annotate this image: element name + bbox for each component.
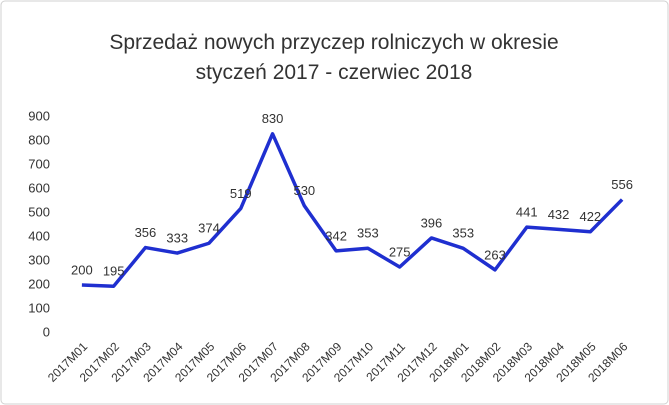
data-label: 519 — [230, 186, 252, 201]
data-label: 432 — [548, 207, 570, 222]
data-label: 263 — [484, 247, 506, 262]
data-label: 353 — [357, 226, 379, 241]
data-label: 441 — [516, 205, 538, 220]
y-tick-label: 400 — [28, 228, 50, 243]
data-label: 200 — [71, 262, 93, 277]
data-label: 530 — [293, 183, 315, 198]
data-label: 342 — [325, 228, 347, 243]
data-label: 556 — [611, 177, 633, 192]
y-tick-label: 500 — [28, 204, 50, 219]
y-tick-label: 800 — [28, 132, 50, 147]
y-tick-label: 0 — [43, 324, 50, 339]
data-label: 374 — [198, 221, 220, 236]
data-label: 422 — [579, 209, 601, 224]
data-label: 356 — [135, 225, 157, 240]
y-tick-label: 700 — [28, 156, 50, 171]
data-label: 396 — [421, 215, 443, 230]
data-label: 353 — [452, 226, 474, 241]
data-line — [81, 132, 624, 288]
data-label: 830 — [262, 111, 284, 126]
y-tick-label: 900 — [28, 108, 50, 123]
y-tick-label: 600 — [28, 180, 50, 195]
data-label: 333 — [166, 231, 188, 246]
y-tick-label: 100 — [28, 300, 50, 315]
y-tick-label: 300 — [28, 252, 50, 267]
data-label: 275 — [389, 244, 411, 259]
data-label: 195 — [103, 264, 125, 279]
y-tick-label: 200 — [28, 276, 50, 291]
chart-title: Sprzedaż nowych przyczep rolniczych w ok… — [109, 31, 559, 84]
